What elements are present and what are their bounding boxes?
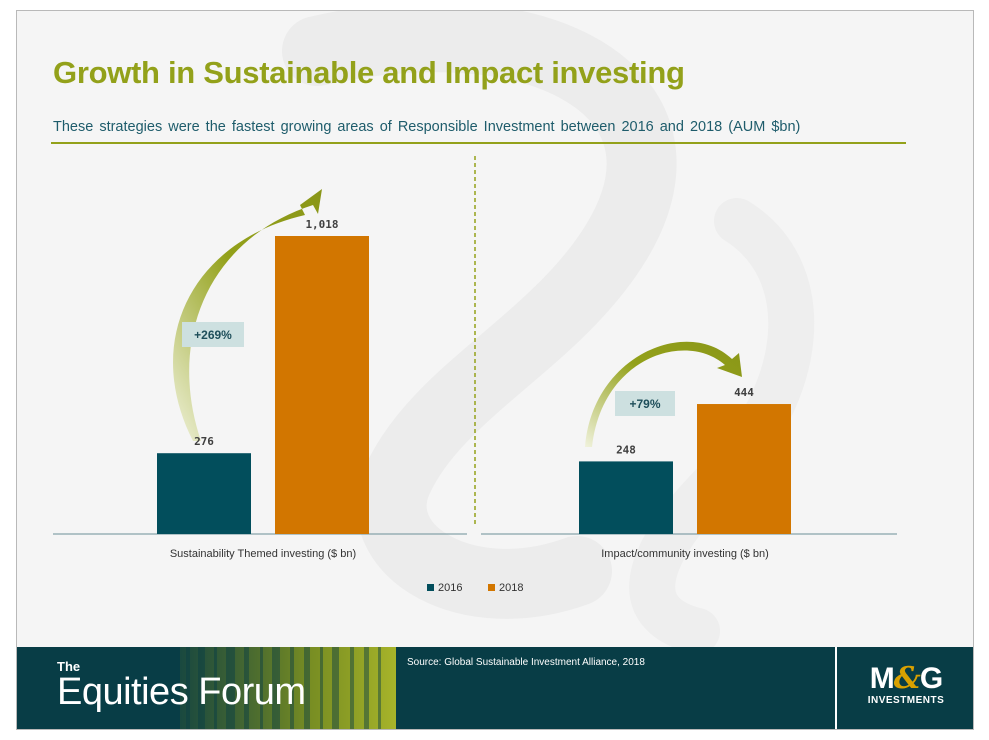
data-label-2018-2: 444 [734, 386, 754, 399]
footer-stripes [180, 647, 396, 729]
page-subtitle: These strategies were the fastest growin… [53, 119, 801, 135]
growth-label-2: +79% [629, 397, 660, 411]
bar-2018-1 [275, 236, 369, 534]
footer-bar: The Equities Forum Source: Global Sustai… [17, 647, 973, 729]
category-label-1: Sustainability Themed investing ($ bn) [170, 548, 356, 560]
title-rule [51, 142, 906, 144]
brand-name: Equities Forum [57, 671, 306, 713]
page-title: Growth in Sustainable and Impact investi… [53, 55, 685, 90]
growth-arrow-2 [585, 341, 742, 447]
data-label-2016-1: 276 [194, 435, 214, 448]
footer-divider [835, 647, 837, 729]
legend-swatch-2016 [427, 584, 434, 591]
bar-chart: +269% +79% 276 1,018 248 444 Sustainability… [53, 156, 897, 594]
bar-2016-2 [579, 461, 673, 534]
growth-box-2 [615, 391, 675, 416]
mg-investments-logo: M&G INVESTMENTS [867, 661, 945, 706]
growth-arrow-1 [173, 189, 322, 441]
source-note: Source: Global Sustainable Investment Al… [407, 657, 645, 668]
brand-the: The [57, 659, 81, 674]
bar-2018-2 [697, 404, 791, 534]
slide: Growth in Sustainable and Impact investi… [16, 10, 974, 730]
growth-box-1 [182, 322, 244, 347]
bars: 276 1,018 248 444 [157, 218, 791, 534]
category-label-2: Impact/community investing ($ bn) [601, 548, 769, 560]
legend-label-2018: 2018 [499, 582, 523, 594]
growth-label-1: +269% [194, 328, 232, 342]
legend-label-2016: 2016 [438, 582, 462, 594]
bar-2016-1 [157, 453, 251, 534]
data-label-2018-1: 1,018 [305, 218, 338, 231]
data-label-2016-2: 248 [616, 443, 636, 456]
legend-swatch-2018 [488, 584, 495, 591]
